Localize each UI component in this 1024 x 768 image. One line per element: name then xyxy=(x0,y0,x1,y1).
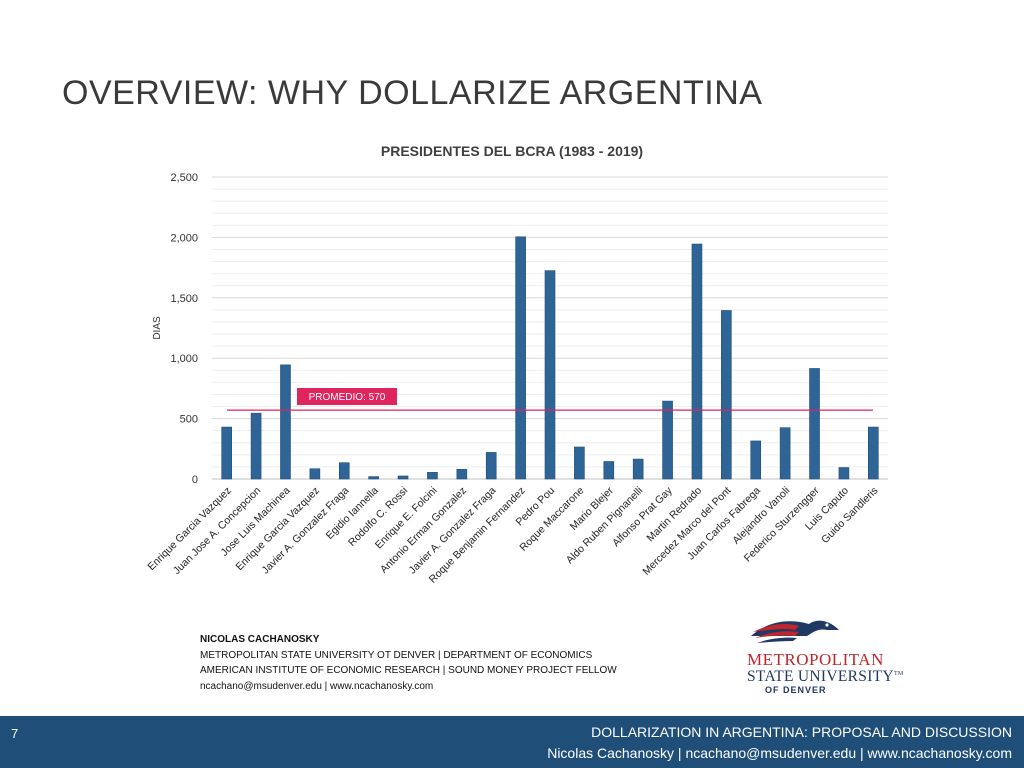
author-block: NICOLAS CACHANOSKY METROPOLITAN STATE UN… xyxy=(200,632,617,694)
average-label: PROMEDIO: 570 xyxy=(309,392,386,403)
bar xyxy=(427,472,438,480)
y-tick-label: 0 xyxy=(192,474,198,486)
y-tick-label: 1,500 xyxy=(170,293,198,305)
logo-line-2-text: STATE UNIVERSITY xyxy=(747,668,894,685)
chart-title: PRESIDENTES DEL BCRA (1983 - 2019) xyxy=(381,143,643,159)
average-line-group: PROMEDIO: 570 xyxy=(227,388,873,411)
bar xyxy=(868,426,879,480)
bar xyxy=(574,446,585,480)
bar xyxy=(838,467,850,480)
author-contact: ncachano@msudenver.edu | www.ncachanosky… xyxy=(200,680,434,692)
page-number: 7 xyxy=(11,726,19,741)
university-logo: METROPOLITAN STATE UNIVERSITYTM OF DENVE… xyxy=(745,612,945,698)
bar xyxy=(309,468,321,480)
bar xyxy=(221,426,232,480)
footer-bar: 7 DOLLARIZATION IN ARGENTINA: PROPOSAL A… xyxy=(0,716,1024,768)
footer-contact: Nicolas Cachanosky | ncachano@msudenver.… xyxy=(547,745,1012,761)
bar xyxy=(632,458,644,480)
bar xyxy=(280,364,291,480)
author-affiliation-1: METROPOLITAN STATE UNIVERSITY OT DENVER … xyxy=(200,649,593,661)
slide-title: OVERVIEW: WHY DOLLARIZE ARGENTINA xyxy=(62,74,763,112)
bar xyxy=(809,368,820,480)
y-tick-label: 2,500 xyxy=(170,172,198,184)
author-affiliation-2: AMERICAN INSTITUTE OF ECONOMIC RESEARCH … xyxy=(200,665,617,676)
y-axis-ticks: 0 500 1,000 1,500 2,000 2,500 xyxy=(170,172,198,486)
bar xyxy=(603,461,615,480)
bar xyxy=(662,400,673,480)
bar xyxy=(368,476,379,480)
logo-line-1: METROPOLITAN xyxy=(747,650,884,669)
bar xyxy=(544,270,556,480)
bars xyxy=(221,236,879,480)
bar xyxy=(750,440,762,480)
roadrunner-icon xyxy=(751,620,839,643)
author-name: NICOLAS CACHANOSKY xyxy=(200,634,320,645)
bar xyxy=(721,310,732,480)
bar xyxy=(485,452,497,480)
y-tick-label: 1,000 xyxy=(170,353,198,365)
bar xyxy=(779,427,791,480)
bar xyxy=(250,412,262,480)
trademark: TM xyxy=(893,670,904,677)
bar xyxy=(397,475,409,480)
y-tick-label: 2,000 xyxy=(170,232,198,244)
bar xyxy=(338,462,350,480)
logo-line-2: STATE UNIVERSITYTM xyxy=(747,668,904,686)
bar-chart: PRESIDENTES DEL BCRA (1983 - 2019) DIAS … xyxy=(145,143,888,586)
average-label-box xyxy=(297,388,397,405)
bar xyxy=(515,236,526,480)
y-tick-label: 500 xyxy=(180,414,198,426)
bar xyxy=(456,469,468,480)
footer-title: DOLLARIZATION IN ARGENTINA: PROPOSAL AND… xyxy=(591,724,1012,740)
bar xyxy=(691,243,703,480)
logo-line-3: OF DENVER xyxy=(765,685,827,695)
y-axis-label: DIAS xyxy=(152,316,163,340)
